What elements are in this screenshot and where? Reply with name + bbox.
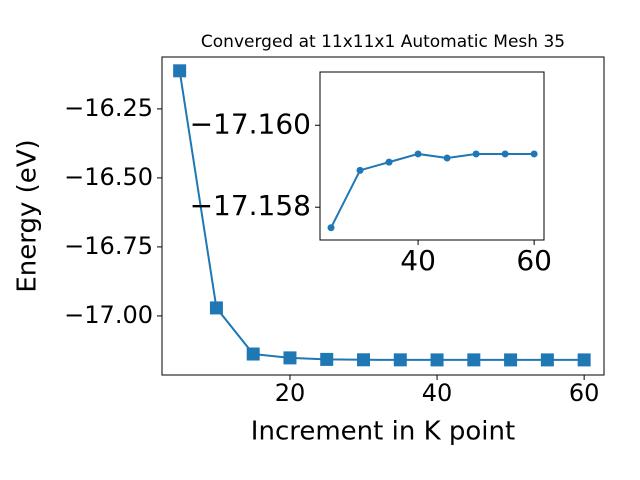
y-tick-label: −16.25 (64, 94, 153, 122)
x-tick-label: 40 (400, 244, 436, 277)
x-tick-label: 60 (569, 379, 600, 407)
y-tick-label: −17.158 (190, 189, 311, 222)
y-axis-label: Energy (eV) (13, 139, 43, 292)
x-axis-label: Increment in K point (251, 417, 515, 447)
x-tick-label: 60 (516, 244, 552, 277)
marker (327, 224, 335, 232)
marker (430, 353, 444, 367)
y-tick-label: −17.160 (190, 107, 311, 140)
marker (540, 353, 554, 367)
marker (504, 353, 518, 367)
marker (173, 64, 187, 78)
marker (501, 150, 509, 158)
marker (577, 353, 591, 367)
marker (472, 150, 480, 158)
marker (467, 353, 481, 367)
marker (414, 150, 422, 158)
marker (209, 301, 223, 315)
marker (530, 150, 538, 158)
marker (385, 158, 393, 166)
marker (443, 154, 451, 162)
chart-title: Converged at 11x11x1 Automatic Mesh 35 (201, 32, 565, 52)
marker (246, 347, 260, 361)
y-tick-label: −16.75 (64, 232, 153, 260)
marker (283, 351, 297, 365)
marker (393, 353, 407, 367)
y-tick-label: −16.50 (64, 163, 153, 191)
marker (356, 166, 364, 174)
data-line (330, 152, 535, 229)
x-tick-label: 20 (275, 379, 306, 407)
x-tick-label: 40 (422, 379, 453, 407)
marker (357, 353, 371, 367)
marker (320, 352, 334, 366)
y-tick-label: −17.00 (64, 301, 153, 329)
